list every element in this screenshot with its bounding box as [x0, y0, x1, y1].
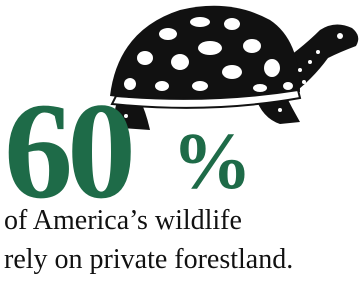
stat-symbol: % — [172, 122, 252, 202]
infographic: 60 % of America’s wildlife rely on priva… — [0, 0, 363, 283]
caption-line: of America’s wildlife — [4, 207, 242, 235]
stat-figure: 60 — [4, 82, 130, 220]
caption-line: rely on private forestland. — [4, 246, 293, 274]
